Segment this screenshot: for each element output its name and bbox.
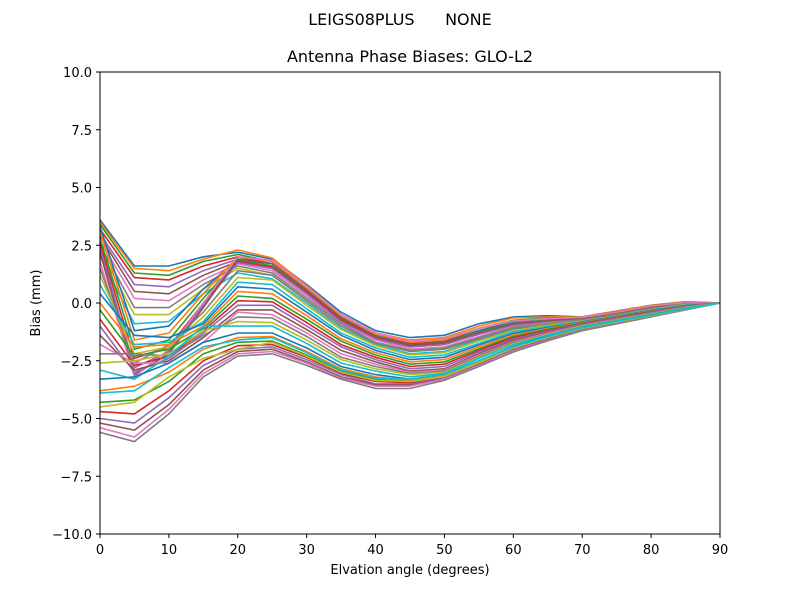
y-tick-label: 2.5: [71, 239, 92, 254]
series-line: [99, 255, 721, 379]
series-line: [99, 302, 721, 394]
y-tick-label: −7.5: [60, 470, 92, 485]
y-axis: −10.0 −7.5 −5.0 −2.5 0.0 2.5 5.0 7.5 10.0: [52, 66, 100, 543]
series-line: [99, 302, 721, 443]
data-lines: [99, 219, 721, 443]
series-line: [99, 238, 721, 351]
series-line: [99, 233, 721, 347]
chart-title: Antenna Phase Biases: GLO-L2: [286, 47, 534, 66]
y-tick-label: 7.5: [71, 124, 92, 139]
x-axis-label: Elvation angle (degrees): [330, 563, 489, 578]
x-axis: 0 10 20 30 40 50 60 70 80 90: [96, 534, 728, 558]
y-tick-label: −2.5: [60, 355, 92, 370]
x-tick-label: 80: [643, 543, 660, 558]
y-tick-label: 5.0: [71, 182, 92, 197]
y-tick-label: 10.0: [63, 66, 92, 81]
x-tick-label: 20: [230, 543, 247, 558]
x-tick-label: 50: [436, 543, 453, 558]
x-tick-label: 60: [505, 543, 522, 558]
y-axis-label: Bias (mm): [29, 270, 44, 337]
x-tick-label: 40: [367, 543, 384, 558]
x-tick-label: 10: [161, 543, 178, 558]
x-tick-label: 90: [712, 543, 729, 558]
x-tick-label: 0: [96, 543, 104, 558]
y-tick-label: −5.0: [60, 413, 92, 428]
series-line: [99, 240, 720, 351]
series-line: [99, 268, 721, 365]
x-tick-label: 70: [574, 543, 591, 558]
y-tick-label: 0.0: [71, 297, 92, 312]
series-line: [99, 224, 721, 344]
figure-suptitle: LEIGS08PLUS NONE: [308, 10, 492, 29]
y-tick-label: −10.0: [52, 528, 92, 543]
x-tick-label: 30: [298, 543, 315, 558]
